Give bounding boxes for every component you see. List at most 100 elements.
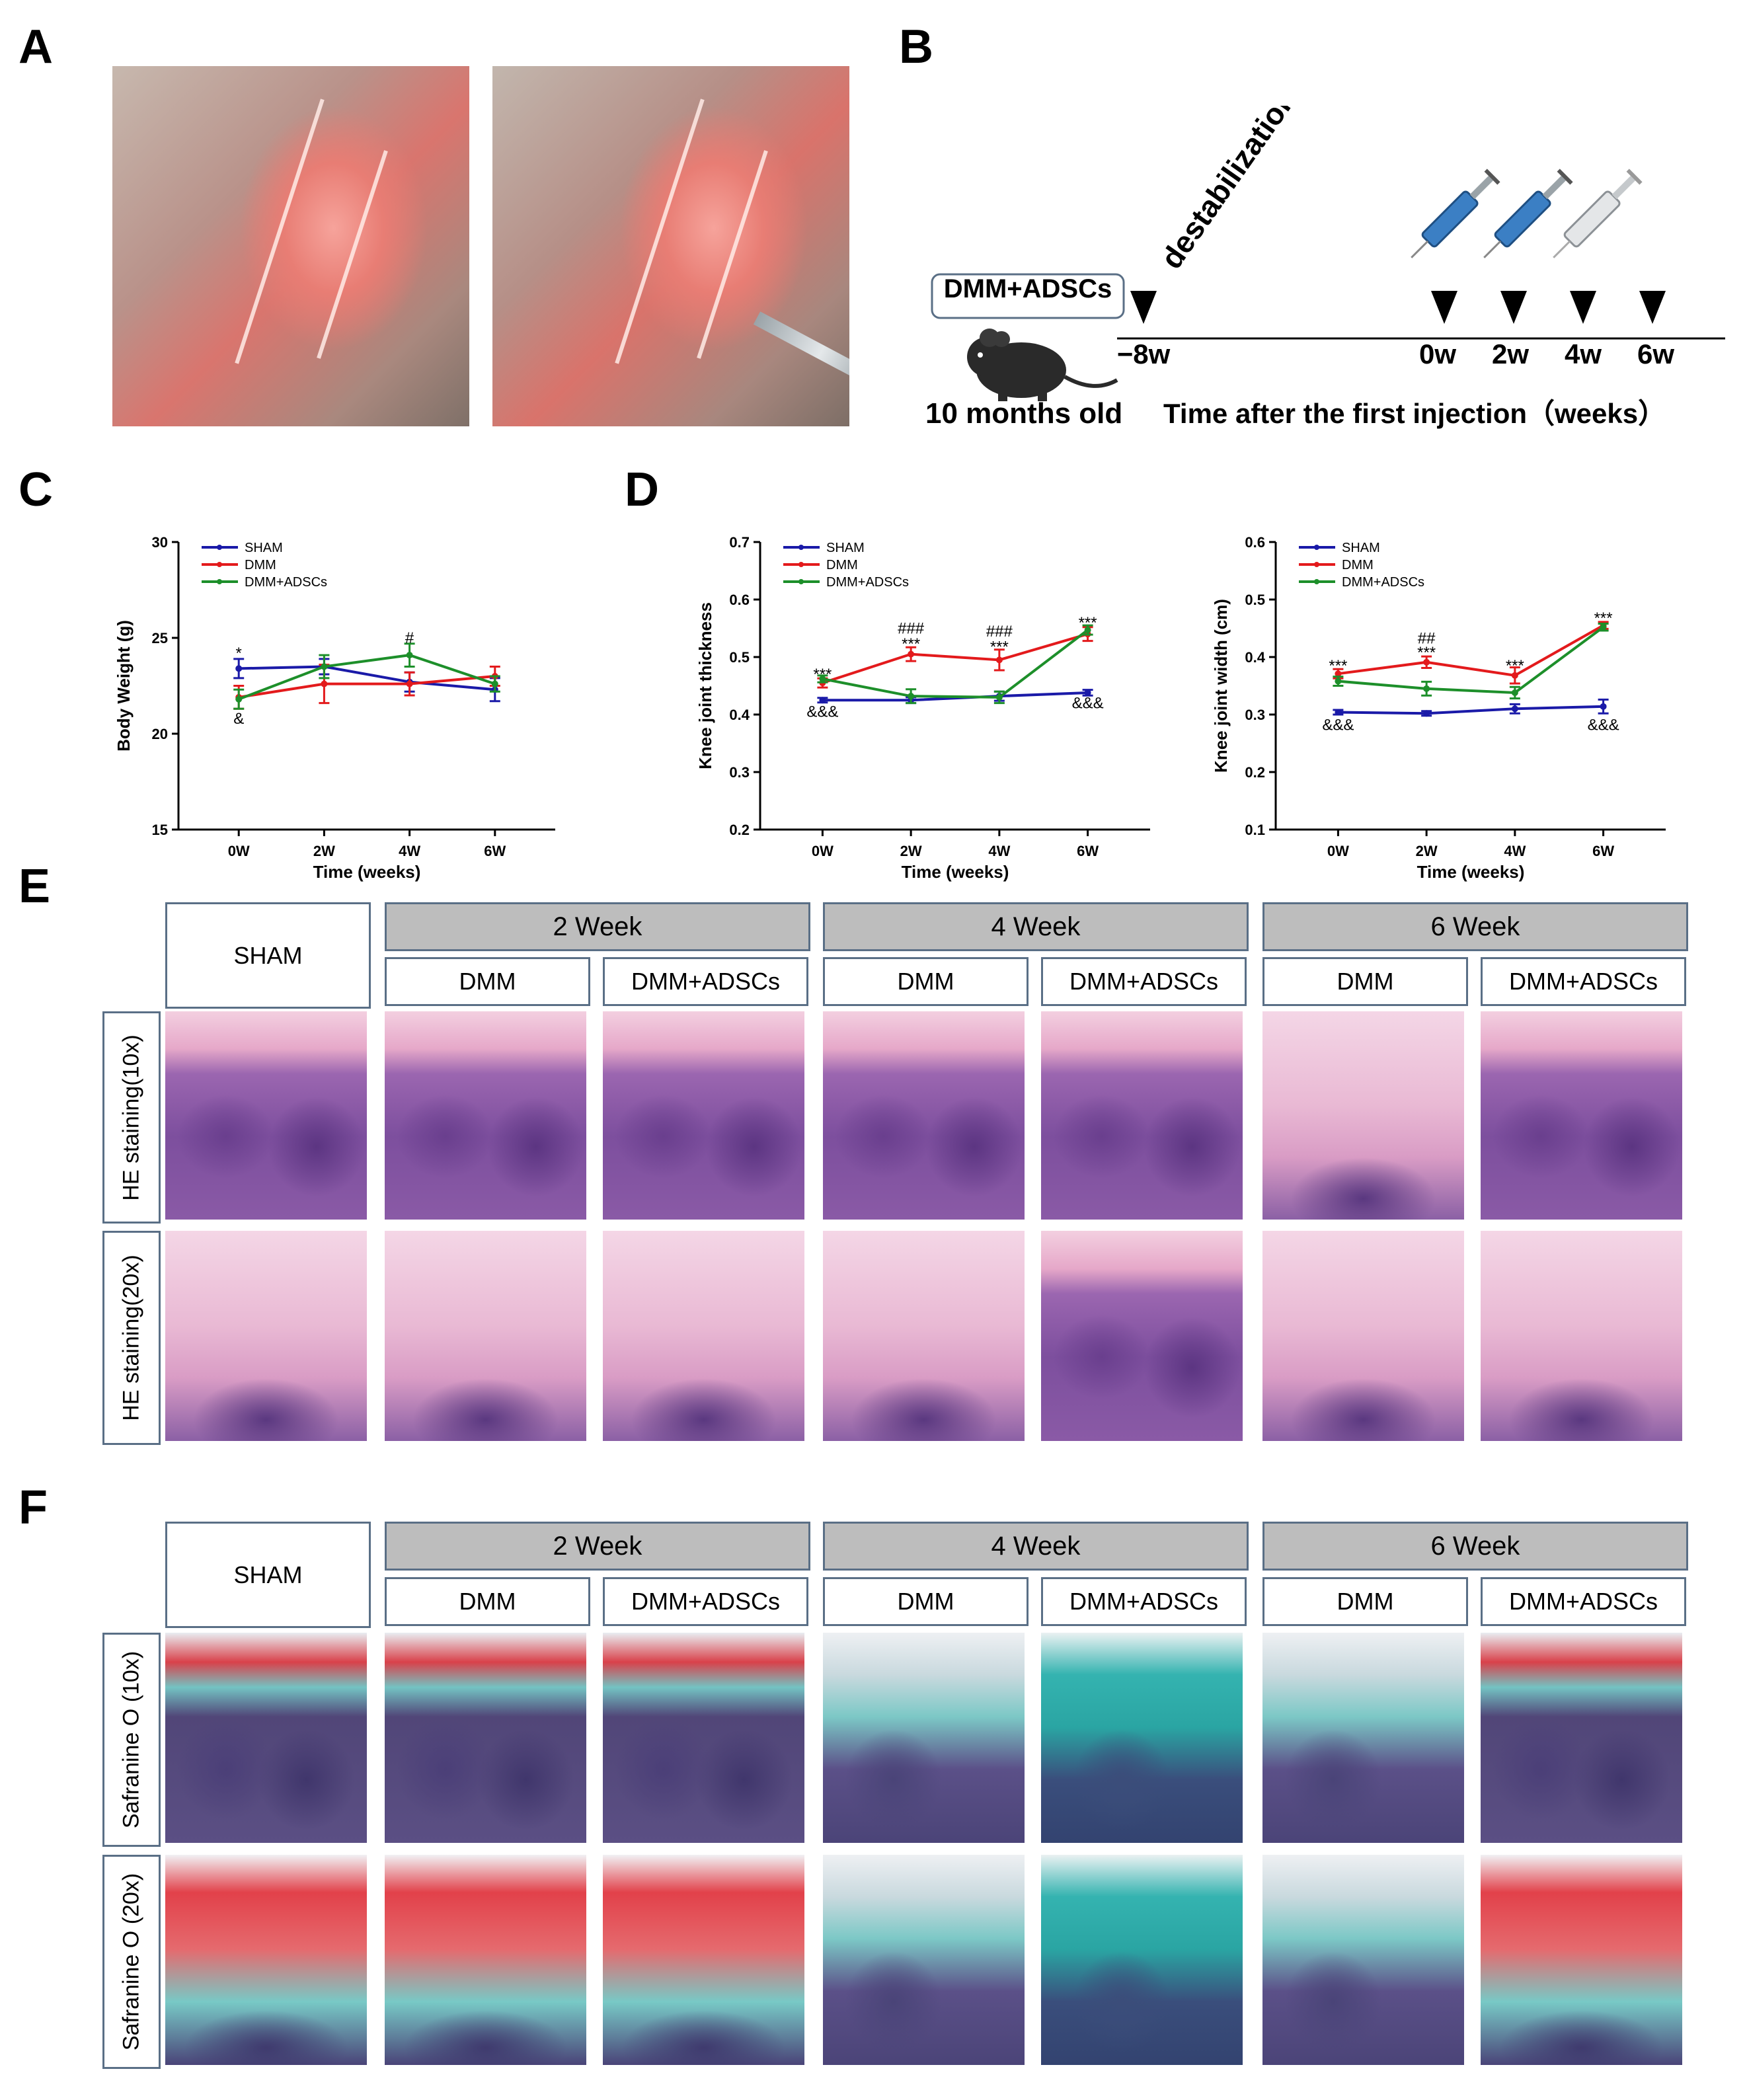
- x-axis-label: Time (weeks): [1417, 862, 1525, 882]
- series-line-0: [1338, 705, 1604, 715]
- group-label-e-1: DMM: [385, 957, 590, 1006]
- group-box: [931, 273, 1125, 319]
- significance-mark: &&&: [1588, 717, 1619, 734]
- group-label-f-1: DMM: [385, 1577, 590, 1626]
- significance-mark: ***: [1417, 644, 1436, 662]
- y-tick-label: 0.6: [729, 592, 750, 608]
- sham-header-e: SHAM: [165, 902, 371, 1009]
- row-label-he20: HE staining(20x): [102, 1231, 161, 1445]
- legend-label: DMM: [826, 558, 858, 572]
- x-tick-label: 4W: [399, 843, 420, 859]
- x-tick-label: 0W: [1327, 843, 1349, 859]
- significance-mark: ***: [1079, 614, 1097, 632]
- data-point: [1600, 703, 1607, 710]
- week-header-e-4: 4 Week: [823, 902, 1249, 951]
- significance-mark: ***: [902, 635, 920, 653]
- y-axis-label: Body Weight (g): [114, 620, 134, 752]
- timeline-diagram: DMM+ADSCs 10 months old destabilization: [925, 106, 1725, 430]
- data-point: [1423, 710, 1430, 717]
- data-point: [995, 656, 1003, 664]
- he10-2w-adsc: [603, 1011, 804, 1220]
- event-label: destabilization: [1154, 106, 1303, 275]
- he20-sham: [165, 1231, 367, 1441]
- tick-0w: 0w: [1419, 338, 1456, 369]
- data-point: [1084, 689, 1091, 696]
- tick-2w: 2w: [1492, 338, 1529, 369]
- legend-label: DMM: [245, 558, 276, 572]
- data-point: [321, 663, 328, 670]
- knee-width-chart: 0.1 0.2 0.3 0.4 0.5 0.6 0W 2W 4W 6W Time (weeks) Kn…: [1211, 534, 1666, 882]
- marker-0w: [1431, 291, 1457, 324]
- significance-mark: &: [233, 710, 244, 728]
- he20-2w-dmm: [385, 1231, 586, 1441]
- sf20-6w-dmm: [1262, 1855, 1464, 2065]
- legend-marker: [798, 562, 804, 567]
- y-tick-label: 0.4: [729, 707, 750, 723]
- x-tick-label: 2W: [313, 843, 335, 859]
- legend-marker: [1314, 562, 1319, 567]
- x-tick-label: 4W: [988, 843, 1010, 859]
- marker-4w: [1570, 291, 1596, 324]
- series-line-0: [822, 691, 1088, 702]
- tick-6w: 6w: [1637, 338, 1674, 369]
- series-line-2: [1338, 626, 1604, 694]
- he20-4w-dmm: [823, 1231, 1025, 1441]
- y-tick-label: 0.4: [1245, 649, 1265, 666]
- data-point: [1335, 678, 1342, 685]
- he20-2w-adsc: [603, 1231, 804, 1441]
- significance-mark: ###: [898, 620, 925, 638]
- significance-mark: ***: [813, 666, 832, 683]
- sf10-2w-dmm: [385, 1633, 586, 1843]
- mouse-icon: [967, 329, 1118, 401]
- significance-mark: #: [405, 629, 414, 647]
- legend-label: DMM+ADSCs: [1342, 575, 1424, 590]
- x-tick-label: 0W: [228, 843, 250, 859]
- x-tick-label: 2W: [900, 843, 922, 859]
- series-line-0: [239, 665, 495, 691]
- legend-label: DMM+ADSCs: [245, 575, 327, 590]
- y-tick-label: 15: [152, 822, 168, 838]
- timeline-caption: Time after the first injection（weeks）: [1163, 398, 1666, 429]
- sf10-2w-adsc: [603, 1633, 804, 1843]
- data-point: [235, 695, 243, 703]
- y-tick-label: 0.1: [1245, 822, 1265, 838]
- he10-4w-adsc: [1041, 1011, 1243, 1220]
- panel-label-c: C: [19, 463, 53, 516]
- data-point: [995, 693, 1003, 701]
- data-point: [406, 680, 413, 687]
- sf10-4w-adsc: [1041, 1633, 1243, 1843]
- sf10-sham: [165, 1633, 367, 1843]
- significance-mark: ***: [990, 638, 1009, 656]
- panel-label-e: E: [19, 860, 51, 913]
- sf10-6w-dmm: [1262, 1633, 1464, 1843]
- surgery-photo-before: [112, 66, 469, 426]
- group-label-f-3: DMM: [823, 1577, 1029, 1626]
- panel-label-f: F: [19, 1481, 48, 1534]
- row-label-he10: HE staining(10x): [102, 1011, 161, 1224]
- marker-2w: [1500, 291, 1527, 324]
- group-box-label: DMM+ADSCs: [944, 274, 1112, 303]
- significance-mark: ***: [1506, 657, 1524, 675]
- he20-4w-adsc: [1041, 1231, 1243, 1441]
- legend-marker: [217, 545, 222, 550]
- he10-sham: [165, 1011, 367, 1220]
- group-label-e-6: DMM+ADSCs: [1481, 957, 1686, 1006]
- sf20-sham: [165, 1855, 367, 2065]
- data-point: [1511, 689, 1518, 696]
- group-label-e-2: DMM+ADSCs: [603, 957, 808, 1006]
- x-axis-label: Time (weeks): [313, 862, 421, 882]
- y-tick-label: 0.5: [1245, 592, 1265, 608]
- data-point: [406, 652, 413, 659]
- group-label-f-6: DMM+ADSCs: [1481, 1577, 1686, 1626]
- sf10-6w-adsc: [1481, 1633, 1682, 1843]
- y-tick-label: 0.3: [1245, 707, 1265, 723]
- group-label-e-4: DMM+ADSCs: [1041, 957, 1247, 1006]
- he10-6w-dmm: [1262, 1011, 1464, 1220]
- mouse-age: 10 months old: [925, 397, 1122, 430]
- panel-label-d: D: [625, 463, 659, 516]
- x-tick-label: 6W: [1077, 843, 1099, 859]
- legend-marker: [798, 545, 804, 550]
- syringe-icon: [1411, 169, 1500, 258]
- data-point: [1084, 627, 1091, 634]
- data-point: [908, 650, 915, 658]
